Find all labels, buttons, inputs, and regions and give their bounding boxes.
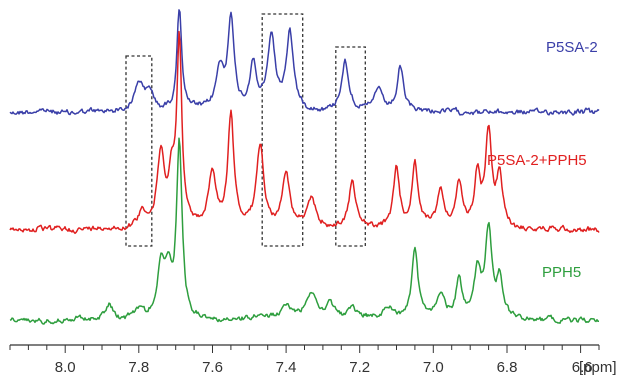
- series-label-p5sa-2-pph5: P5SA-2+PPH5: [487, 152, 587, 169]
- tick-label: 6.8: [497, 359, 518, 376]
- spectrum-line-2: [9, 137, 599, 325]
- highlight-box-1: [261, 13, 304, 247]
- spectrum-line-0: [9, 9, 600, 116]
- series-label-p5sa-2: P5SA-2: [546, 39, 598, 56]
- tick-label: 7.8: [128, 359, 149, 376]
- spectrum-line-1: [9, 30, 600, 235]
- x-axis: 8.0 7.8 7.6 7.4 7.2 7.0 6.8 6.6 [ppm]: [9, 344, 617, 376]
- highlight-boxes: [125, 13, 366, 247]
- tick-label: 7.6: [202, 359, 223, 376]
- tick-label: 8.0: [55, 359, 76, 376]
- series-labels: P5SA-2 P5SA-2+PPH5 PPH5: [487, 39, 598, 281]
- series-label-pph5: PPH5: [542, 264, 581, 281]
- tick-label: 7.2: [349, 359, 370, 376]
- x-axis-ticks: [9, 345, 600, 353]
- spectrum-traces: [9, 9, 600, 325]
- tick-label: 7.0: [423, 359, 444, 376]
- tick-label: 7.4: [276, 359, 297, 376]
- x-axis-unit-label: [ppm]: [579, 359, 617, 376]
- highlight-box-2: [335, 46, 366, 247]
- highlight-box-0: [125, 55, 153, 247]
- tick-label: 6.6: [572, 359, 593, 376]
- x-axis-tick-labels: 8.0 7.8 7.6 7.4 7.2 7.0 6.8 6.6: [55, 359, 593, 376]
